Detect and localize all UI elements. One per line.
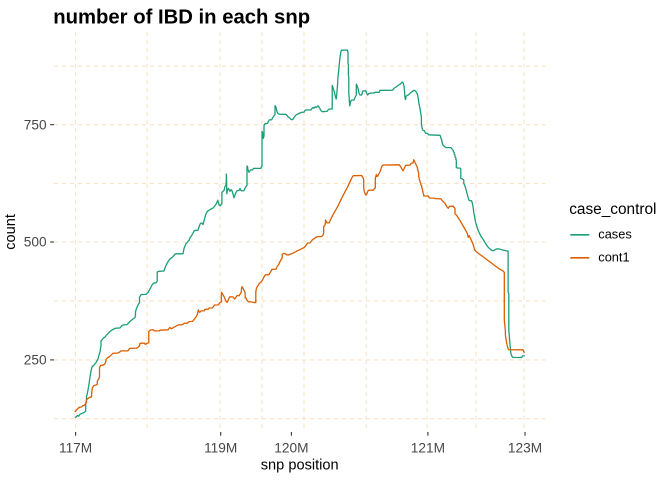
svg-text:117M: 117M: [59, 441, 92, 456]
svg-text:count: count: [3, 214, 19, 250]
svg-text:750: 750: [24, 117, 47, 132]
svg-text:number of IBD in each snp: number of IBD in each snp: [53, 7, 310, 29]
svg-text:250: 250: [24, 353, 47, 368]
svg-text:120M: 120M: [274, 441, 308, 456]
svg-text:snp position: snp position: [261, 458, 339, 474]
svg-text:cont1: cont1: [598, 250, 629, 265]
svg-text:case_control: case_control: [569, 201, 656, 218]
svg-text:121M: 121M: [411, 441, 445, 456]
svg-text:123M: 123M: [508, 441, 542, 456]
svg-text:119M: 119M: [204, 441, 237, 456]
svg-text:500: 500: [24, 235, 47, 250]
svg-text:cases: cases: [598, 227, 631, 242]
